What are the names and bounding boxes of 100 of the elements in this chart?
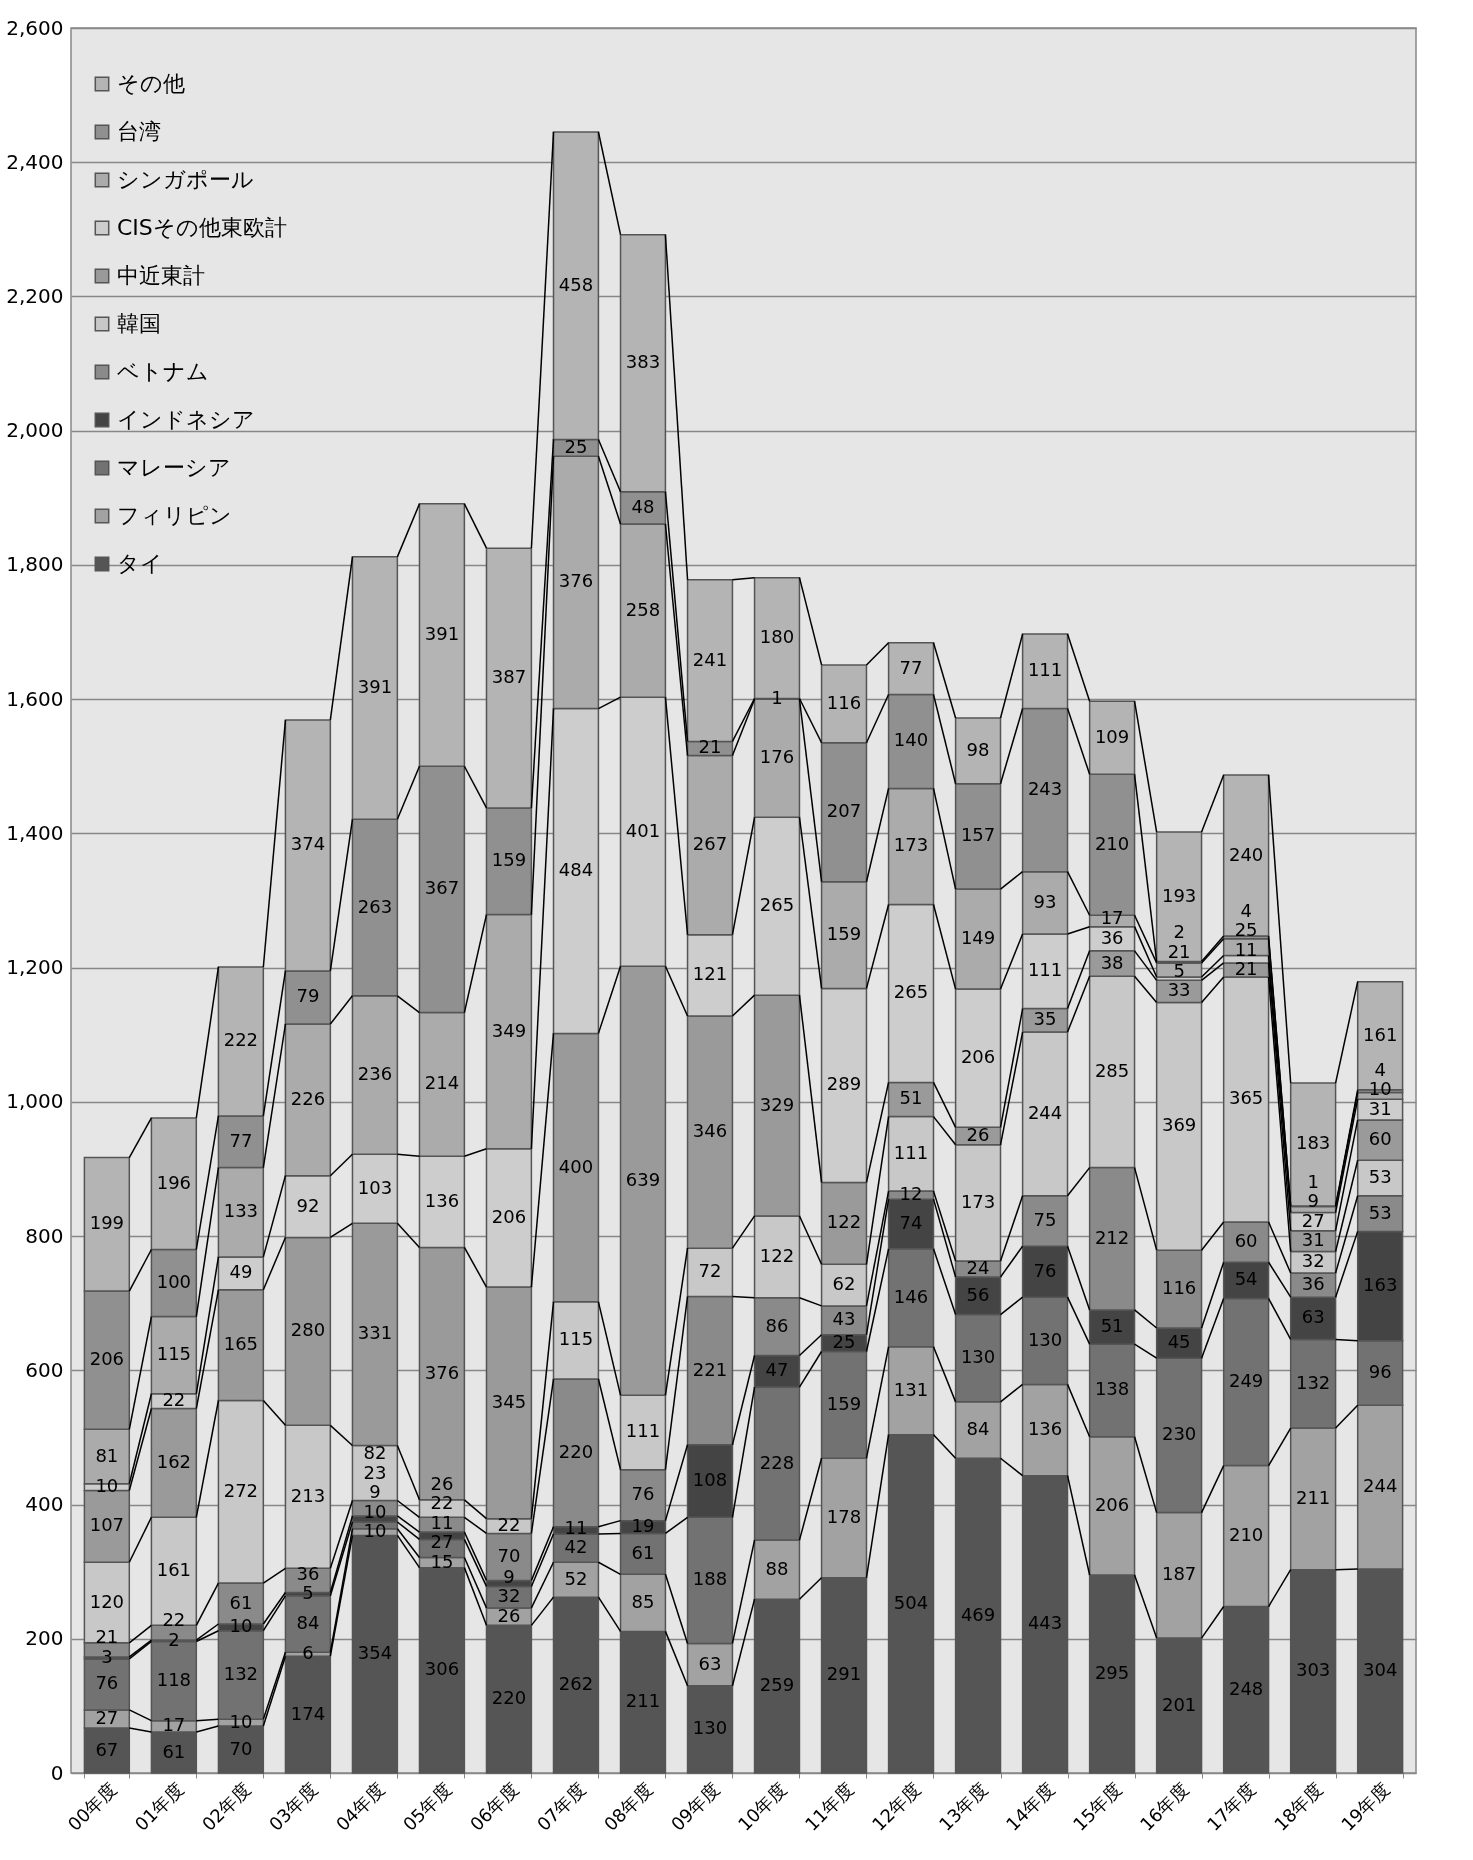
data-label: 162	[156, 1450, 192, 1472]
data-label: 116	[826, 691, 862, 713]
data-label: 11	[1234, 938, 1258, 960]
x-tick-label: 15年度	[1068, 1778, 1126, 1835]
data-label: 103	[357, 1176, 393, 1198]
data-label: 32	[1301, 1250, 1325, 1272]
data-label: 9	[369, 1481, 381, 1503]
data-label: 484	[558, 858, 594, 880]
data-label: 469	[960, 1603, 996, 1625]
data-label: 120	[89, 1590, 125, 1612]
data-label: 133	[223, 1200, 259, 1222]
data-label: 56	[966, 1283, 990, 1305]
data-label: 2	[168, 1628, 180, 1650]
data-label: 19	[631, 1515, 655, 1537]
data-label: 107	[89, 1514, 125, 1536]
data-label: 81	[95, 1444, 119, 1466]
y-tick-label: 2,000	[6, 418, 64, 443]
data-label: 165	[223, 1333, 259, 1355]
data-label: 241	[692, 648, 728, 670]
data-label: 17	[162, 1714, 186, 1736]
x-tick-label: 14年度	[1001, 1778, 1059, 1835]
data-label: 280	[290, 1319, 326, 1341]
data-label: 21	[1167, 940, 1191, 962]
data-label: 75	[1033, 1208, 1057, 1230]
x-tick-label: 12年度	[867, 1778, 925, 1835]
data-label: 36	[296, 1562, 320, 1584]
data-label: 72	[698, 1260, 722, 1282]
data-label: 22	[162, 1609, 186, 1631]
data-label: 6	[302, 1642, 314, 1664]
legend-label: その他	[117, 71, 185, 96]
y-tick-label: 200	[25, 1626, 64, 1651]
data-label: 391	[424, 623, 460, 645]
x-tick-label: 01年度	[130, 1778, 188, 1835]
data-label: 180	[759, 626, 795, 648]
data-label: 51	[899, 1087, 923, 1109]
data-label: 243	[1027, 778, 1063, 800]
y-tick-label: 2,200	[6, 283, 64, 308]
data-label: 258	[625, 598, 661, 620]
data-label: 9	[503, 1565, 515, 1587]
y-tick-label: 400	[25, 1492, 64, 1517]
data-label: 443	[1027, 1612, 1063, 1634]
x-tick-label: 16年度	[1135, 1778, 1193, 1835]
data-label: 159	[826, 923, 862, 945]
data-label: 96	[1368, 1360, 1392, 1382]
x-tick-label: 06年度	[465, 1778, 523, 1835]
data-label: 132	[223, 1663, 259, 1685]
data-label: 210	[1228, 1524, 1264, 1546]
data-label: 76	[631, 1483, 655, 1505]
data-label: 47	[765, 1359, 789, 1381]
data-label: 272	[223, 1479, 259, 1501]
y-tick-label: 1,000	[6, 1089, 64, 1114]
data-label: 33	[1167, 979, 1191, 1001]
data-label: 4	[1374, 1058, 1386, 1080]
data-label: 248	[1228, 1677, 1264, 1699]
y-tick-label: 600	[25, 1357, 64, 1382]
data-label: 130	[1027, 1328, 1063, 1350]
data-label: 157	[960, 824, 996, 846]
legend-label: フィリピン	[117, 503, 232, 528]
data-label: 1	[771, 686, 783, 708]
y-tick-label: 1,800	[6, 552, 64, 577]
legend-label: マレーシア	[117, 455, 231, 480]
data-label: 188	[692, 1568, 728, 1590]
data-label: 346	[692, 1120, 728, 1142]
data-label: 22	[162, 1389, 186, 1411]
data-label: 504	[893, 1591, 929, 1613]
data-label: 159	[826, 1392, 862, 1414]
legend-label: タイ	[117, 551, 163, 576]
data-label: 61	[631, 1541, 655, 1563]
data-label: 27	[1301, 1209, 1325, 1231]
data-label: 383	[625, 351, 661, 373]
data-label: 163	[1362, 1274, 1398, 1296]
data-label: 365	[1228, 1087, 1264, 1109]
data-label: 82	[363, 1442, 387, 1464]
data-label: 21	[95, 1626, 119, 1648]
data-label: 458	[558, 273, 594, 295]
data-label: 130	[692, 1717, 728, 1739]
data-label: 10	[363, 1520, 387, 1542]
data-label: 27	[95, 1706, 119, 1728]
data-label: 53	[1368, 1201, 1392, 1223]
data-label: 70	[497, 1544, 521, 1566]
data-label: 196	[156, 1171, 192, 1193]
data-label: 354	[357, 1642, 393, 1664]
data-label: 303	[1295, 1659, 1331, 1681]
data-label: 77	[899, 656, 923, 678]
data-label: 187	[1161, 1563, 1197, 1585]
data-label: 401	[625, 819, 661, 841]
data-label: 262	[558, 1673, 594, 1695]
data-label: 100	[156, 1271, 192, 1293]
data-label: 391	[357, 676, 393, 698]
data-label: 84	[296, 1612, 320, 1633]
data-label: 61	[229, 1591, 253, 1613]
y-tick-label: 2,600	[6, 15, 64, 40]
data-label: 25	[832, 1331, 856, 1353]
data-label: 228	[759, 1451, 795, 1473]
data-label: 53	[1368, 1166, 1392, 1188]
data-label: 122	[826, 1211, 862, 1233]
data-label: 115	[558, 1328, 594, 1350]
data-label: 206	[89, 1348, 125, 1370]
x-tick-label: 10年度	[733, 1778, 791, 1835]
data-label: 111	[625, 1420, 661, 1442]
